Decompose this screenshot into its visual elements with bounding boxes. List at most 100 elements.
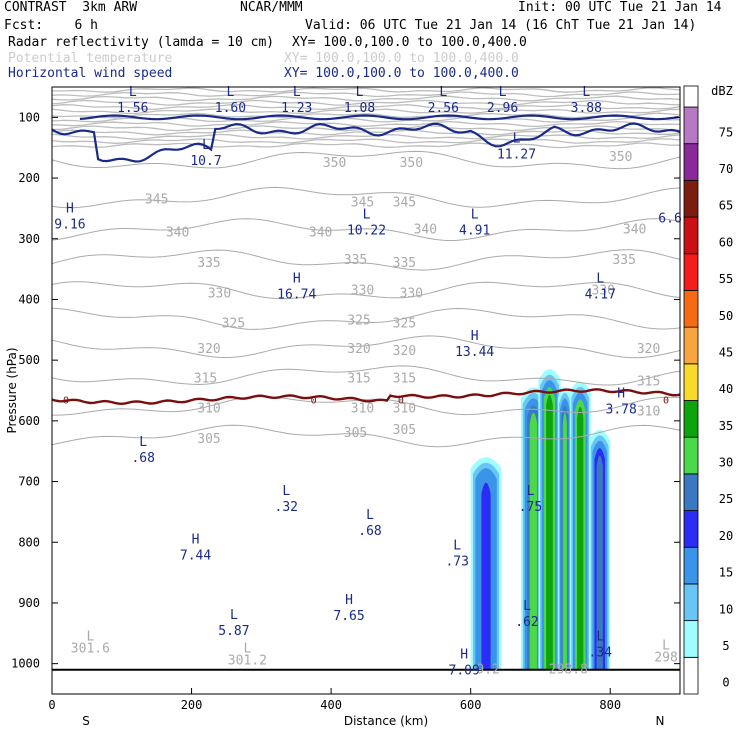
- wind-extremum-value: 4.91: [459, 224, 490, 239]
- theta-label: 325: [393, 317, 416, 332]
- colorbar-swatch-10: [683, 583, 699, 622]
- theta-label: 315: [194, 371, 217, 386]
- colorbar-swatch-60: [683, 216, 699, 255]
- theta-strato-line: [52, 138, 680, 144]
- colorbar-swatch-20: [683, 510, 699, 548]
- theta-strato-line: [52, 133, 680, 140]
- y-tick-label: 600: [18, 414, 40, 428]
- colorbar-label: 40: [719, 382, 733, 396]
- colorbar-swatch-0: [683, 656, 699, 695]
- colorbar-label: 60: [719, 235, 733, 249]
- freezing-level-label: 0: [311, 396, 317, 407]
- theta-strato-line: [52, 99, 680, 106]
- theta-label: 320: [347, 342, 370, 357]
- colorbar-label: 75: [719, 125, 733, 139]
- theta-contour-350: [52, 150, 680, 170]
- colorbar-unit: dBZ: [711, 84, 733, 98]
- wind-extremum-type: H: [617, 387, 625, 402]
- theta-contour-315: [52, 365, 680, 386]
- wind-extremum-value: 10.7: [190, 154, 221, 169]
- theta-strato-line: [52, 108, 680, 115]
- theta-label: 350: [400, 156, 423, 171]
- x-end-label-left: S: [82, 714, 90, 728]
- wind-extremum-type: L: [499, 85, 507, 100]
- y-tick-label: 900: [18, 596, 40, 610]
- x-axis-label: Distance (km): [344, 714, 428, 728]
- wind-extremum-value: 13.44: [455, 345, 494, 360]
- wind-extremum-type: L: [366, 508, 374, 523]
- plot-frame: [51, 86, 681, 695]
- wind-extremum-value: 3.88: [571, 101, 602, 116]
- theta-surface-label: 298.8: [549, 663, 588, 678]
- colorbar-swatch-45: [683, 326, 699, 365]
- wind-extremum-value: 1.08: [344, 101, 375, 116]
- wind-extremum-type: L: [439, 85, 447, 100]
- theta-surface-label: L: [243, 641, 251, 656]
- y-tick-label: 500: [18, 353, 40, 367]
- wind-extremum-type: H: [345, 593, 353, 608]
- reflectivity-cell: [562, 412, 567, 670]
- wind-extremum-type: L: [471, 208, 479, 223]
- theta-label: 310: [637, 405, 660, 420]
- theta-surface-label: L: [662, 638, 670, 653]
- theta-label: 315: [393, 371, 416, 386]
- theta-surface-label: 301.2: [228, 654, 267, 669]
- theta-label: 350: [323, 156, 346, 171]
- colorbar-label: 30: [719, 456, 733, 470]
- wind-extremum-type: L: [582, 85, 590, 100]
- theta-contour-305: [52, 424, 680, 448]
- wind-extremum-value: 7.09: [449, 664, 480, 679]
- theta-label: 325: [347, 314, 370, 329]
- wind-extremum-value: .68: [131, 451, 154, 466]
- reflectivity-cell: [577, 406, 584, 670]
- colorbar-cap: [683, 85, 699, 108]
- theta-label: 330: [400, 286, 423, 301]
- theta-label: 340: [623, 223, 646, 238]
- theta-contour-310: [52, 395, 680, 416]
- wind-extremum-value: .32: [275, 500, 298, 515]
- theta-label: 330: [208, 286, 231, 301]
- wind-extremum-type: H: [293, 271, 301, 286]
- wind-extremum-value: 1.60: [215, 101, 246, 116]
- y-tick-label: 100: [18, 110, 40, 124]
- colorbar-swatch-15: [683, 546, 699, 585]
- wind-extremum-value: .75: [519, 500, 542, 515]
- theta-label: 340: [309, 226, 332, 241]
- theta-label: 315: [637, 374, 660, 389]
- x-tick-label: 600: [460, 698, 482, 712]
- wind-extremum-type: L: [293, 85, 301, 100]
- theta-strato-line: [52, 120, 680, 128]
- colorbar-swatch-35: [683, 400, 699, 438]
- wind-extremum-type: L: [356, 85, 364, 100]
- colorbar-swatch-70: [683, 143, 699, 181]
- freezing-level-label: 0: [663, 396, 669, 407]
- y-tick-label: 200: [18, 171, 40, 185]
- theta-strato-line: [52, 125, 680, 132]
- colorbar-label: 65: [719, 199, 733, 213]
- wind-extremum-value: 2.96: [487, 101, 518, 116]
- wind-extremum-value: 11.27: [497, 148, 536, 163]
- colorbar-swatch-40: [683, 363, 699, 401]
- theta-strato-line: [52, 142, 680, 149]
- x-tick-label: 400: [320, 698, 342, 712]
- wind-extremum-value: 2.56: [428, 101, 459, 116]
- y-axis-label: Pressure (hPa): [5, 347, 19, 433]
- field3-name: Horizontal wind speed: [8, 66, 173, 81]
- wind-extremum-value: .73: [445, 554, 468, 569]
- freezing-level-label: 0: [398, 396, 404, 407]
- colorbar-label: 20: [719, 529, 733, 543]
- reflectivity-cell: [481, 482, 491, 670]
- theta-contour-320: [52, 335, 680, 359]
- theta-label: 310: [351, 402, 374, 417]
- wind-extremum-type: H: [460, 648, 468, 663]
- colorbar: 0 5 10 15 20 25 30 35 40 45 50 55 60 65 70 75 dBZ: [683, 84, 733, 695]
- reflectivity-cell: [596, 455, 603, 670]
- theta-label: 305: [344, 426, 367, 441]
- reflectivity-cell: [546, 394, 553, 670]
- wind-extremum-value: .68: [358, 524, 381, 539]
- colorbar-swatch-50: [683, 290, 699, 328]
- wind-extremum-type: L: [230, 608, 238, 623]
- wind-extremum-type: L: [363, 208, 371, 223]
- theta-label: 335: [612, 253, 635, 268]
